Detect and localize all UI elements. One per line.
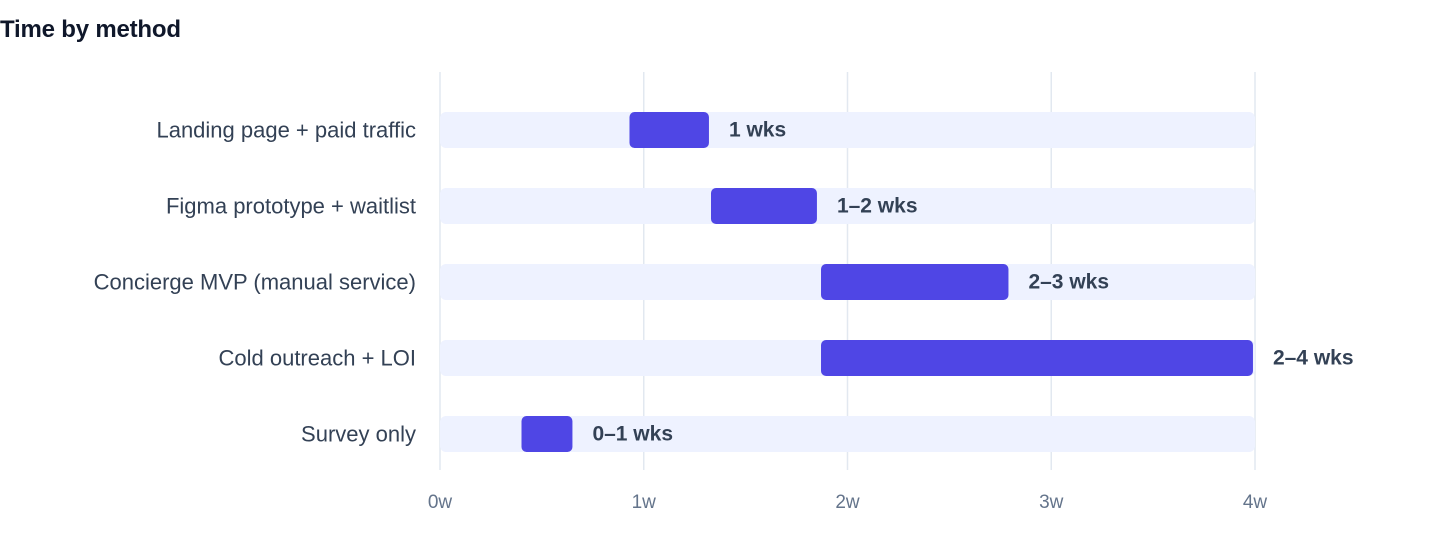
value-label: 0–1 wks — [592, 423, 673, 446]
category-label: Figma prototype + waitlist — [166, 194, 416, 219]
duration-bar — [821, 340, 1253, 376]
x-tick-label: 0w — [428, 492, 453, 513]
duration-bar — [710, 188, 817, 224]
x-tick-label: 3w — [1039, 492, 1064, 513]
x-tick-label: 1w — [632, 492, 657, 513]
category-label: Survey only — [301, 422, 416, 447]
category-label: Concierge MVP (manual service) — [94, 270, 416, 295]
category-label: Landing page + paid traffic — [156, 118, 416, 143]
bar-track — [440, 112, 1255, 148]
label-layer: Landing page + paid traffic 1 wks Figma pr… — [94, 118, 1354, 447]
duration-bar — [629, 112, 709, 148]
x-tick-label: 2w — [835, 492, 860, 513]
value-label: 2–4 wks — [1273, 347, 1354, 370]
value-label: 1 wks — [729, 119, 786, 142]
duration-bar — [821, 264, 1009, 300]
value-label: 1–2 wks — [837, 195, 918, 218]
chart-title: Time by method — [0, 16, 181, 43]
value-label: 2–3 wks — [1028, 271, 1109, 294]
duration-bar — [521, 416, 573, 452]
bar-track — [440, 416, 1255, 452]
tick-layer: 0w 1w 2w 3w 4w — [428, 492, 1268, 513]
category-label: Cold outreach + LOI — [218, 346, 416, 371]
x-tick-label: 4w — [1243, 492, 1268, 513]
bar-layer — [521, 112, 1253, 452]
bar-track — [440, 188, 1255, 224]
